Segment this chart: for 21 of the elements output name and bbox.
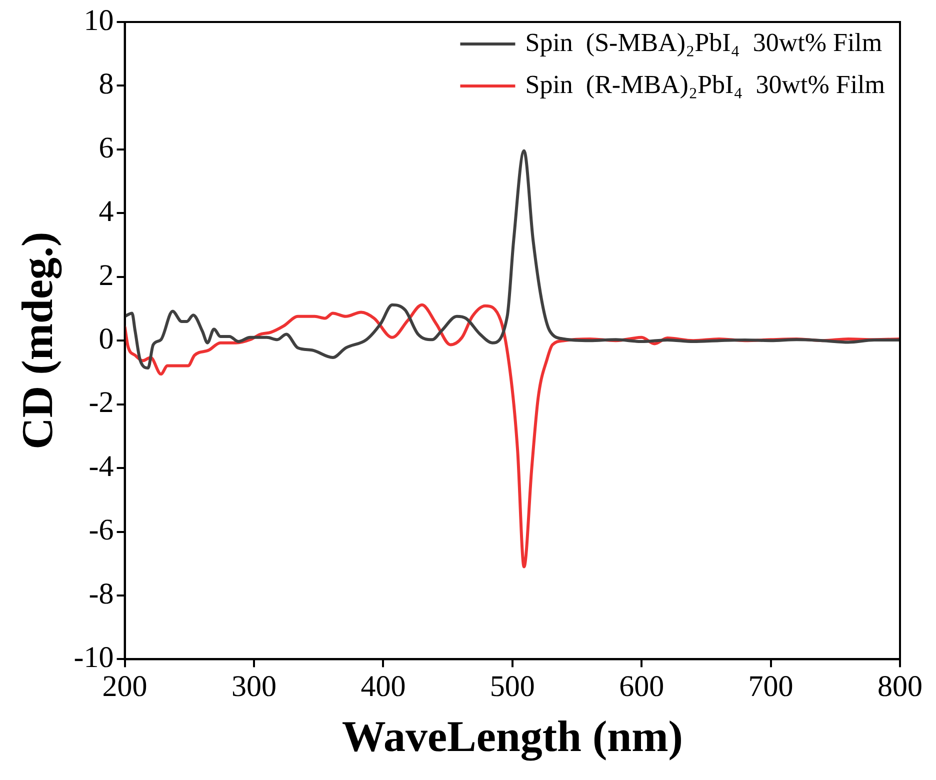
legend-label: Spin (S-MBA)₂PbI₄ 30wt% Film: [525, 28, 882, 57]
legend-label: Spin (R-MBA)₂PbI₄ 30wt% Film: [525, 70, 886, 99]
y-tick-label: 8: [98, 68, 114, 101]
x-tick-label: 700: [748, 670, 794, 704]
y-tick-label: 10: [84, 4, 114, 37]
y-tick-label: 0: [98, 322, 114, 356]
y-tick-label: -2: [88, 386, 114, 420]
line-series: [124, 149, 900, 370]
y-tick-label: 4: [98, 195, 114, 228]
y-tick-label: -6: [88, 514, 114, 547]
x-tick-label: 800: [878, 670, 922, 704]
y-tick-label: 2: [98, 258, 114, 292]
y-tick-label: -4: [88, 450, 114, 483]
y-tick-label: -8: [88, 577, 114, 610]
x-tick-label: 400: [360, 670, 406, 704]
x-tick-label: 600: [619, 670, 664, 704]
y-axis-title: CD (mdeg.): [12, 232, 62, 450]
x-tick-label: 500: [490, 670, 535, 704]
x-tick-label: 300: [231, 670, 276, 704]
x-axis-title: WaveLength (nm): [342, 712, 683, 761]
y-tick-label: 6: [98, 131, 114, 164]
